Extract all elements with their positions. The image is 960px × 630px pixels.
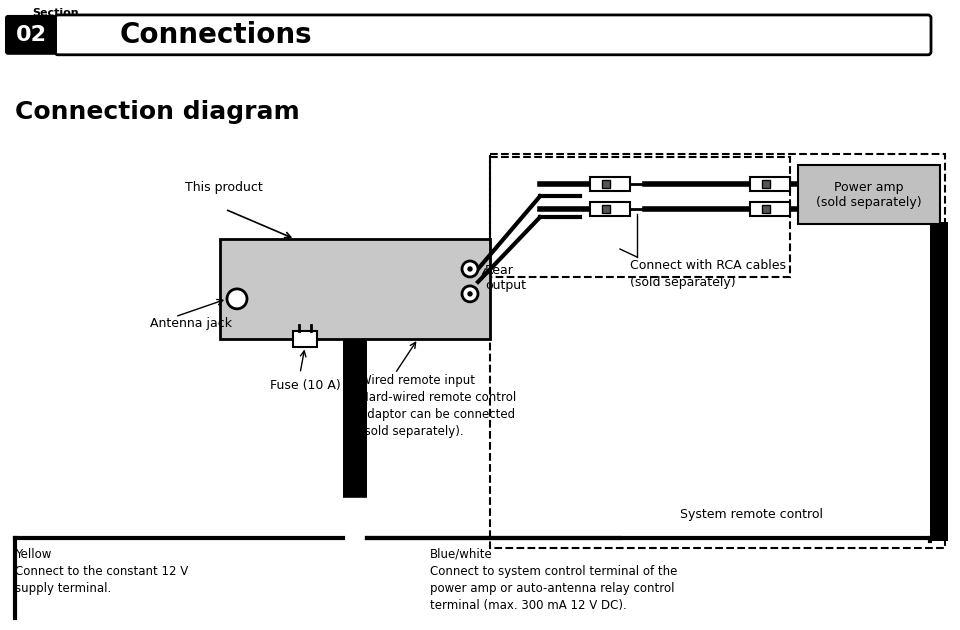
Text: 02: 02 — [15, 25, 46, 45]
Text: Connection diagram: Connection diagram — [15, 100, 300, 123]
FancyBboxPatch shape — [590, 177, 630, 192]
Text: Wired remote input
Hard-wired remote control
adaptor can be connected
(sold sepa: Wired remote input Hard-wired remote con… — [360, 374, 516, 438]
Circle shape — [227, 289, 247, 309]
Text: Connect with RCA cables
(sold separately): Connect with RCA cables (sold separately… — [630, 259, 786, 289]
Text: This product: This product — [185, 181, 263, 194]
FancyBboxPatch shape — [750, 202, 790, 216]
Text: Yellow
Connect to the constant 12 V
supply terminal.: Yellow Connect to the constant 12 V supp… — [15, 548, 188, 595]
Circle shape — [468, 267, 472, 271]
Text: Connections: Connections — [120, 21, 313, 49]
FancyBboxPatch shape — [293, 331, 317, 346]
Circle shape — [462, 286, 478, 302]
FancyBboxPatch shape — [55, 15, 931, 55]
Text: System remote control: System remote control — [680, 508, 823, 521]
FancyBboxPatch shape — [602, 205, 610, 213]
FancyBboxPatch shape — [343, 339, 367, 498]
FancyBboxPatch shape — [220, 239, 490, 339]
Text: Blue/white
Connect to system control terminal of the
power amp or auto-antenna r: Blue/white Connect to system control ter… — [430, 548, 678, 612]
FancyBboxPatch shape — [762, 205, 770, 213]
FancyBboxPatch shape — [798, 165, 940, 224]
FancyBboxPatch shape — [590, 202, 630, 216]
FancyBboxPatch shape — [5, 15, 57, 55]
Text: Antenna jack: Antenna jack — [150, 317, 232, 329]
FancyBboxPatch shape — [930, 222, 948, 541]
FancyBboxPatch shape — [762, 180, 770, 188]
Circle shape — [462, 261, 478, 277]
FancyBboxPatch shape — [750, 177, 790, 192]
Text: Power amp
(sold separately): Power amp (sold separately) — [816, 181, 922, 209]
Text: Fuse (10 A): Fuse (10 A) — [270, 379, 341, 392]
FancyBboxPatch shape — [602, 180, 610, 188]
Text: Section: Section — [32, 8, 79, 18]
Circle shape — [468, 292, 472, 296]
Text: Rear
output: Rear output — [485, 264, 526, 292]
